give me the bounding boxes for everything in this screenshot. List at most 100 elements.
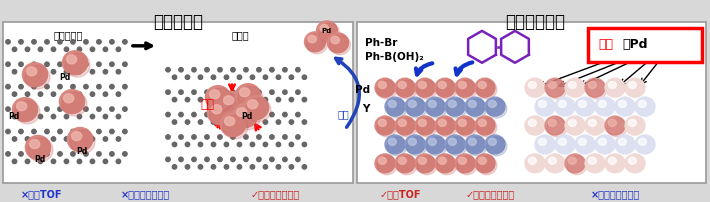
Circle shape [26,92,30,96]
Ellipse shape [209,103,235,127]
Circle shape [185,120,190,124]
Text: ✓高い触媒安定性: ✓高い触媒安定性 [465,189,515,199]
Circle shape [166,157,170,162]
Ellipse shape [67,55,77,64]
Circle shape [12,159,17,164]
Text: Pd: Pd [9,112,20,121]
Circle shape [6,129,10,134]
Circle shape [270,135,274,139]
Text: 凝集: 凝集 [200,98,214,111]
Ellipse shape [223,115,248,139]
Circle shape [173,165,177,169]
Circle shape [26,69,30,74]
Ellipse shape [67,127,92,152]
Ellipse shape [479,157,486,164]
Circle shape [212,142,216,147]
Circle shape [32,107,36,111]
Circle shape [97,40,101,44]
Circle shape [212,165,216,169]
Circle shape [38,47,43,52]
Ellipse shape [457,80,477,99]
Ellipse shape [428,138,437,145]
Text: 未使用触媒: 未使用触媒 [53,30,82,40]
Circle shape [51,69,55,74]
Ellipse shape [438,119,447,126]
Ellipse shape [469,138,476,145]
Circle shape [295,67,300,72]
Circle shape [295,157,300,162]
Ellipse shape [625,116,645,135]
Circle shape [65,69,69,74]
Circle shape [84,152,88,156]
Circle shape [71,107,75,111]
Circle shape [65,47,69,52]
Ellipse shape [395,78,415,97]
Ellipse shape [465,135,485,154]
Circle shape [250,142,255,147]
Ellipse shape [244,96,268,120]
Ellipse shape [467,137,487,156]
Ellipse shape [212,105,222,114]
Circle shape [38,114,43,119]
Circle shape [283,157,287,162]
Ellipse shape [479,119,486,126]
Circle shape [103,137,108,141]
Ellipse shape [236,84,261,108]
Text: Pd: Pd [322,28,332,34]
Ellipse shape [525,154,545,173]
Ellipse shape [599,100,606,107]
Ellipse shape [625,154,645,173]
Ellipse shape [538,138,547,145]
Circle shape [295,90,300,94]
Circle shape [231,112,235,117]
Circle shape [283,90,287,94]
Circle shape [6,152,10,156]
Ellipse shape [435,154,455,173]
Circle shape [12,69,17,74]
Circle shape [237,97,241,102]
Circle shape [77,69,82,74]
Ellipse shape [595,135,615,154]
Circle shape [276,120,280,124]
Ellipse shape [458,119,466,126]
Ellipse shape [558,138,567,145]
Circle shape [18,107,23,111]
Circle shape [18,84,23,89]
Ellipse shape [385,135,405,154]
Circle shape [65,159,69,164]
Circle shape [224,97,229,102]
Circle shape [65,92,69,96]
Ellipse shape [395,116,415,135]
Circle shape [295,135,300,139]
Ellipse shape [528,81,536,88]
Circle shape [198,120,202,124]
Ellipse shape [447,99,467,118]
Circle shape [123,129,127,134]
Circle shape [257,135,261,139]
Ellipse shape [224,96,234,105]
Circle shape [6,40,10,44]
Circle shape [58,107,62,111]
Circle shape [244,67,248,72]
Circle shape [224,120,229,124]
Ellipse shape [425,135,445,154]
Circle shape [116,137,121,141]
Circle shape [263,120,268,124]
Circle shape [116,69,121,74]
Ellipse shape [545,154,565,173]
Text: Pd: Pd [241,112,253,121]
Circle shape [103,47,108,52]
Ellipse shape [455,116,475,135]
Ellipse shape [377,118,397,137]
Ellipse shape [599,138,606,145]
Ellipse shape [589,157,596,164]
Text: 使用後: 使用後 [231,30,248,40]
Circle shape [38,92,43,96]
Ellipse shape [220,113,246,137]
Circle shape [263,75,268,79]
Ellipse shape [387,99,407,118]
Ellipse shape [615,97,635,116]
Ellipse shape [205,86,231,110]
Ellipse shape [477,156,497,175]
Ellipse shape [638,138,646,145]
